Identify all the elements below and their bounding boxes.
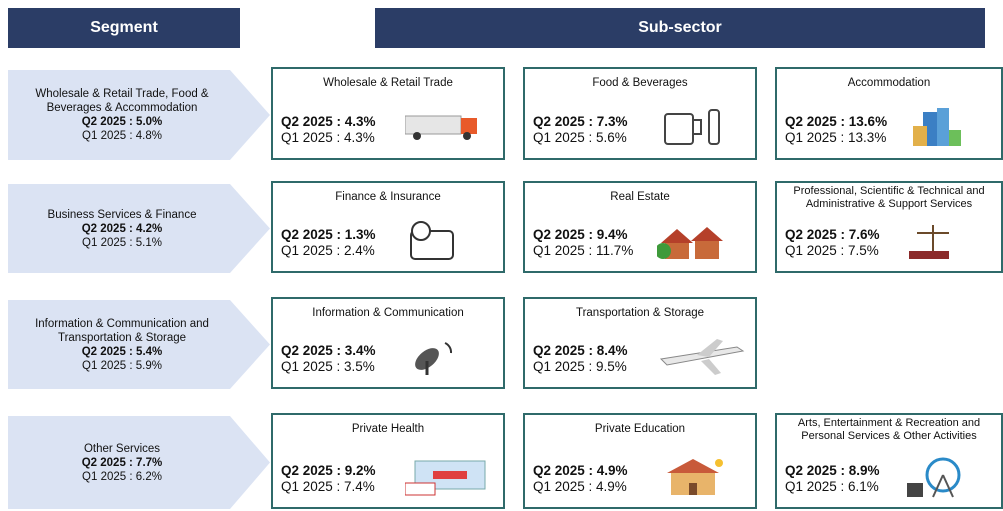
subsector-q2: Q2 2025 : 8.4% [533, 343, 628, 358]
icon [913, 108, 961, 146]
subsector-card: Professional, Scientific & Technical and… [775, 181, 1003, 273]
subsector-name: Private Education [594, 423, 686, 435]
segment-name: Wholesale & Retail Trade, Food & Beverag… [35, 88, 209, 114]
subsector-card: Real Estate Q2 2025 : 9.4% Q1 2025 : 11.7% [523, 181, 757, 273]
subsector-q2: Q2 2025 : 9.4% [533, 227, 628, 242]
subsector-q2: Q2 2025 : 9.2% [281, 463, 376, 478]
subsector-q2: Q2 2025 : 8.9% [785, 463, 880, 478]
segment: Wholesale & Retail Trade, Food & Beverag… [8, 70, 270, 160]
icon [405, 460, 486, 496]
segment-text: Business Services & Finance Q2 2025 : 4.2… [22, 184, 222, 273]
subsector-header: Sub-sector [375, 8, 985, 48]
subsector-name: Real Estate [610, 191, 670, 203]
icon [909, 225, 949, 259]
segment-name: Other Services [83, 442, 161, 455]
segment-arrow [8, 300, 270, 389]
segment-q2: Q2 2025 : 4.2% [81, 222, 163, 235]
subsector-q1: Q1 2025 : 7.4% [281, 479, 375, 494]
subsector-q2: Q2 2025 : 7.3% [533, 114, 628, 129]
segment-header: Segment [8, 8, 240, 48]
subsector-q1: Q1 2025 : 6.1% [785, 479, 879, 494]
subsector-card: Transportation & Storage Q2 2025 : 8.4% Q1… [523, 297, 757, 389]
segment: Business Services & Finance Q2 2025 : 4.2… [8, 184, 270, 273]
segment-name: Business Services & Finance [47, 208, 197, 221]
subsector-q1: Q1 2025 : 4.9% [533, 479, 627, 494]
segment-q2: Q2 2025 : 5.4% [81, 345, 163, 358]
subsector-q1: Q1 2025 : 13.3% [785, 130, 887, 145]
subsector-name: Wholesale & Retail Trade [323, 77, 453, 89]
segment-text: Wholesale & Retail Trade, Food & Beverag… [22, 70, 222, 160]
subsector-name: Food & Beverages [592, 77, 688, 89]
icon [659, 339, 745, 375]
icon [410, 221, 454, 260]
subsector-q1: Q1 2025 : 7.5% [785, 243, 879, 258]
subsector-q2: Q2 2025 : 4.9% [533, 463, 628, 478]
subsector-name: Accommodation [847, 77, 931, 89]
segment-q1: Q1 2025 : 5.1% [82, 236, 162, 249]
segment-arrow [8, 416, 270, 509]
subsector-name: Finance & Insurance [335, 191, 441, 203]
subsector-name: Arts, Entertainment & Recreation and Per… [797, 417, 981, 442]
subsector-q1: Q1 2025 : 5.6% [533, 130, 627, 145]
subsector-name: Professional, Scientific & Technical and… [793, 185, 985, 210]
icon [667, 459, 723, 495]
subsector-card: Arts, Entertainment & Recreation and Per… [775, 413, 1003, 509]
icon [657, 227, 723, 259]
segment-text: Other Services Q2 2025 : 7.7% Q1 2025 : 6.… [22, 416, 222, 509]
subsector-card: Private Education Q2 2025 : 4.9% Q1 2025 :… [523, 413, 757, 509]
subsector-q1: Q1 2025 : 3.5% [281, 359, 375, 374]
subsector-q2: Q2 2025 : 13.6% [785, 114, 888, 129]
subsector-q2: Q2 2025 : 7.6% [785, 227, 880, 242]
segment-q2: Q2 2025 : 7.7% [81, 456, 163, 469]
subsector-q2: Q2 2025 : 4.3% [281, 114, 376, 129]
icon [415, 342, 453, 375]
segment-text: Information & Communication and Transpor… [22, 300, 222, 389]
subsector-card: Private Health Q2 2025 : 9.2% Q1 2025 : 7.… [271, 413, 505, 509]
subsector-card: Food & Beverages Q2 2025 : 7.3% Q1 2025 : … [523, 67, 757, 160]
subsector-card: Finance & Insurance Q2 2025 : 1.3% Q1 2025… [271, 181, 505, 273]
subsector-q1: Q1 2025 : 9.5% [533, 359, 627, 374]
segment: Information & Communication and Transpor… [8, 300, 270, 389]
subsector-name: Private Health [351, 423, 425, 435]
subsector-q1: Q1 2025 : 11.7% [533, 243, 634, 258]
subsector-card: Wholesale & Retail Trade Q2 2025 : 4.3% Q1… [271, 67, 505, 160]
icon [907, 457, 961, 498]
subsector-q1: Q1 2025 : 2.4% [281, 243, 375, 258]
subsector-card: Information & Communication Q2 2025 : 3.4… [271, 297, 505, 389]
segment-q1: Q1 2025 : 5.9% [82, 359, 162, 372]
segment-q1: Q1 2025 : 6.2% [82, 470, 162, 483]
subsector-q2: Q2 2025 : 1.3% [281, 227, 376, 242]
icon [405, 115, 477, 140]
subsector-q1: Q1 2025 : 4.3% [281, 130, 375, 145]
subsector-name: Transportation & Storage [575, 307, 705, 319]
segment: Other Services Q2 2025 : 7.7% Q1 2025 : 6.… [8, 416, 270, 509]
subsector-q2: Q2 2025 : 3.4% [281, 343, 376, 358]
subsector-name: Information & Communication [312, 307, 464, 319]
segment-arrow [8, 70, 270, 160]
segment-name: Information & Communication and Transpor… [35, 317, 209, 344]
subsector-card: Accommodation Q2 2025 : 13.6% Q1 2025 : 13… [775, 67, 1003, 160]
segment-q1: Q1 2025 : 4.8% [82, 130, 162, 142]
segment-arrow [8, 184, 270, 273]
segment-q2: Q2 2025 : 5.0% [81, 116, 163, 128]
icon [664, 109, 720, 145]
